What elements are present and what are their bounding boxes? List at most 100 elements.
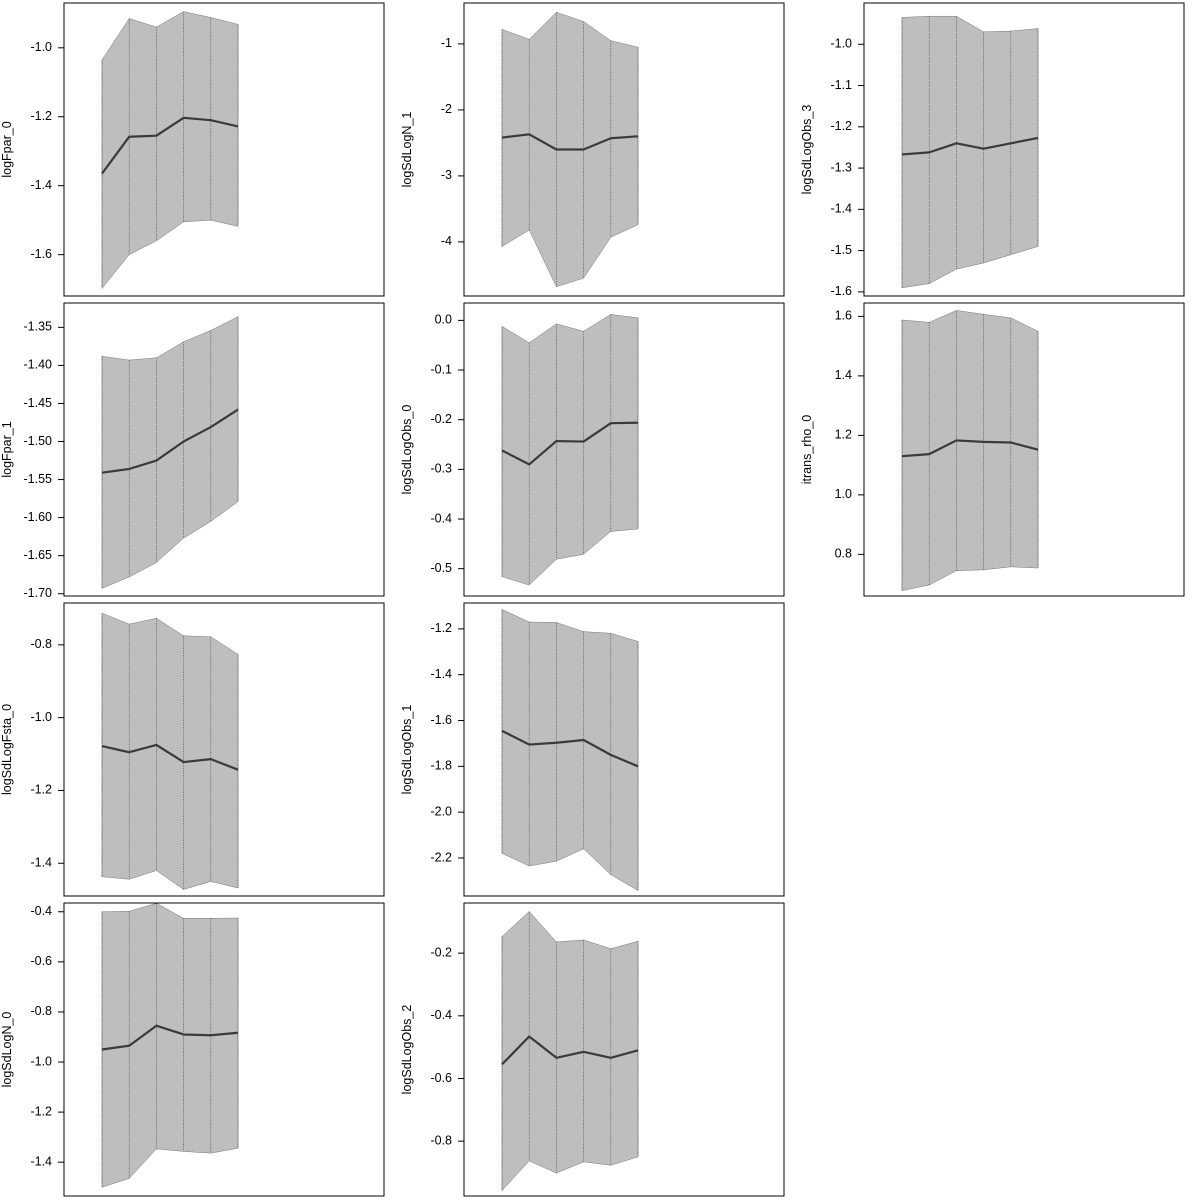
panel-logSdLogN_1: -4 -3 -2 -1 logSdLogN_1 <box>400 2 785 297</box>
confidence-band <box>101 902 239 1188</box>
y-tick-label: -1.45 <box>24 396 53 410</box>
y-tick-label: -1.3 <box>830 160 852 174</box>
estimate-line <box>101 743 239 771</box>
y-tick-label: -0.5 <box>430 561 452 575</box>
plot-frame <box>463 2 785 297</box>
y-tick-label: -1.4 <box>30 1154 52 1168</box>
plot-frame <box>63 2 385 297</box>
y-tick-label: -1.70 <box>24 586 53 600</box>
y-tick-label: 1.2 <box>835 428 852 442</box>
y-tick-label: -1.4 <box>30 856 52 870</box>
estimate-line <box>501 133 639 151</box>
y-tick-label: -0.2 <box>430 412 452 426</box>
y-tick-label: -1.2 <box>30 783 52 797</box>
y-tick-label: -0.4 <box>30 904 52 918</box>
y-tick-label: -1.35 <box>24 320 53 334</box>
confidence-band <box>901 310 1039 591</box>
panel-logSdLogObs_2: -0.8 -0.6 -0.4 -0.2 logSdLogObs_2 <box>400 902 785 1197</box>
y-tick-label: -1.60 <box>24 510 53 524</box>
y-axis-label: logSdLogN_1 <box>400 112 414 188</box>
y-tick-label: -1.1 <box>830 78 852 92</box>
y-tick-label: -1.0 <box>30 40 52 54</box>
y-tick-label: 0.0 <box>435 313 452 327</box>
y-axis-label: logSdLogN_0 <box>0 1012 14 1088</box>
y-tick-label: -0.4 <box>430 1008 452 1022</box>
y-tick-label: -1.6 <box>830 284 852 298</box>
y-tick-label: -0.6 <box>30 954 52 968</box>
plot-frame <box>863 2 1185 297</box>
y-tick-label: -1.2 <box>30 1104 52 1118</box>
y-axis-label: logSdLogObs_2 <box>400 1005 414 1095</box>
estimate-line <box>501 1035 639 1066</box>
y-axis-label: logFpar_1 <box>0 421 14 477</box>
y-tick-label: -1.65 <box>24 548 53 562</box>
y-tick-label: -1.4 <box>30 178 52 192</box>
y-tick-label: -2.2 <box>430 850 452 864</box>
y-tick-label: -0.2 <box>430 945 452 959</box>
y-tick-label: -1.40 <box>24 358 53 372</box>
estimate-line <box>901 136 1039 156</box>
y-tick-label: -1.0 <box>30 710 52 724</box>
y-tick-label: -4 <box>441 234 452 248</box>
y-tick-label: -0.1 <box>430 362 452 376</box>
confidence-band <box>501 609 639 891</box>
panel-logSdLogObs_0: -0.5 -0.4 -0.3 -0.2 -0.1 0.0 logSdLogObs_0 <box>400 302 785 597</box>
plot-frame <box>63 902 385 1197</box>
y-tick-label: -0.3 <box>430 462 452 476</box>
confidence-band <box>101 11 239 290</box>
y-tick-label: 1.6 <box>835 309 852 323</box>
panel-itrans_rho_0: 0.8 1.0 1.2 1.4 1.6 itrans_rho_0 <box>800 302 1185 597</box>
y-tick-label: -2 <box>441 102 452 116</box>
panel-logSdLogObs_1: -2.2 -2.0 -1.8 -1.6 -1.4 -1.2 logSdLogObs_1 <box>400 602 785 897</box>
y-tick-label: -1.2 <box>430 621 452 635</box>
y-axis-label: logSdLogObs_3 <box>800 105 814 195</box>
confidence-band <box>101 316 239 589</box>
y-tick-label: -3 <box>441 168 452 182</box>
y-axis-label: logSdLogFsta_0 <box>0 704 14 795</box>
y-tick-label: -0.6 <box>430 1071 452 1085</box>
y-tick-label: -0.8 <box>430 1133 452 1147</box>
y-tick-label: -1.8 <box>430 759 452 773</box>
y-tick-label: -0.8 <box>30 637 52 651</box>
y-tick-label: -2.0 <box>430 804 452 818</box>
y-tick-label: -1.6 <box>430 713 452 727</box>
y-axis-label: itrans_rho_0 <box>800 415 814 485</box>
y-tick-label: -1.55 <box>24 472 53 486</box>
y-tick-label: -0.4 <box>430 511 452 525</box>
estimate-line <box>101 1024 239 1051</box>
y-tick-label: -1.6 <box>30 247 52 261</box>
estimate-line <box>101 408 239 474</box>
y-axis-label: logFpar_0 <box>0 121 14 177</box>
plot-frame <box>863 302 1185 597</box>
plot-frame <box>463 602 785 897</box>
confidence-band <box>501 314 639 586</box>
y-tick-label: -1 <box>441 36 452 50</box>
y-tick-label: -1.5 <box>830 243 852 257</box>
plot-frame <box>463 902 785 1197</box>
y-axis-label: logSdLogObs_1 <box>400 705 414 795</box>
y-tick-label: -1.4 <box>830 202 852 216</box>
panel-logFpar_0: -1.6 -1.4 -1.2 -1.0 logFpar_0 <box>0 2 385 297</box>
estimate-line <box>101 116 239 175</box>
plot-frame <box>63 602 385 897</box>
y-tick-label: -1.50 <box>24 434 53 448</box>
plot-frame <box>63 302 385 597</box>
panel-logSdLogFsta_0: -1.4 -1.2 -1.0 -0.8 logSdLogFsta_0 <box>0 602 385 897</box>
y-tick-label: -1.2 <box>830 119 852 133</box>
y-tick-label: -1.0 <box>830 37 852 51</box>
y-tick-label: 0.8 <box>835 547 852 561</box>
y-axis-label: logSdLogObs_0 <box>400 405 414 495</box>
confidence-band <box>501 911 639 1192</box>
estimate-line <box>501 729 639 768</box>
y-tick-label: -1.2 <box>30 109 52 123</box>
y-tick-label: -0.8 <box>30 1004 52 1018</box>
panel-logSdLogN_0: -1.4 -1.2 -1.0 -0.8 -0.6 -0.4 logSdLogN_0 <box>0 902 385 1197</box>
estimate-line <box>501 421 639 466</box>
y-tick-label: 1.4 <box>835 368 852 382</box>
plot-frame <box>463 302 785 597</box>
panel-logSdLogObs_3: -1.6 -1.5 -1.4 -1.3 -1.2 -1.1 -1.0 logSdLogObs_… <box>800 2 1185 298</box>
estimate-line <box>901 439 1039 458</box>
panel-logFpar_1: -1.70 -1.65 -1.60 -1.55 -1.50 -1.45 -1.40 -1.35… <box>0 302 385 600</box>
y-tick-label: -1.0 <box>30 1054 52 1068</box>
